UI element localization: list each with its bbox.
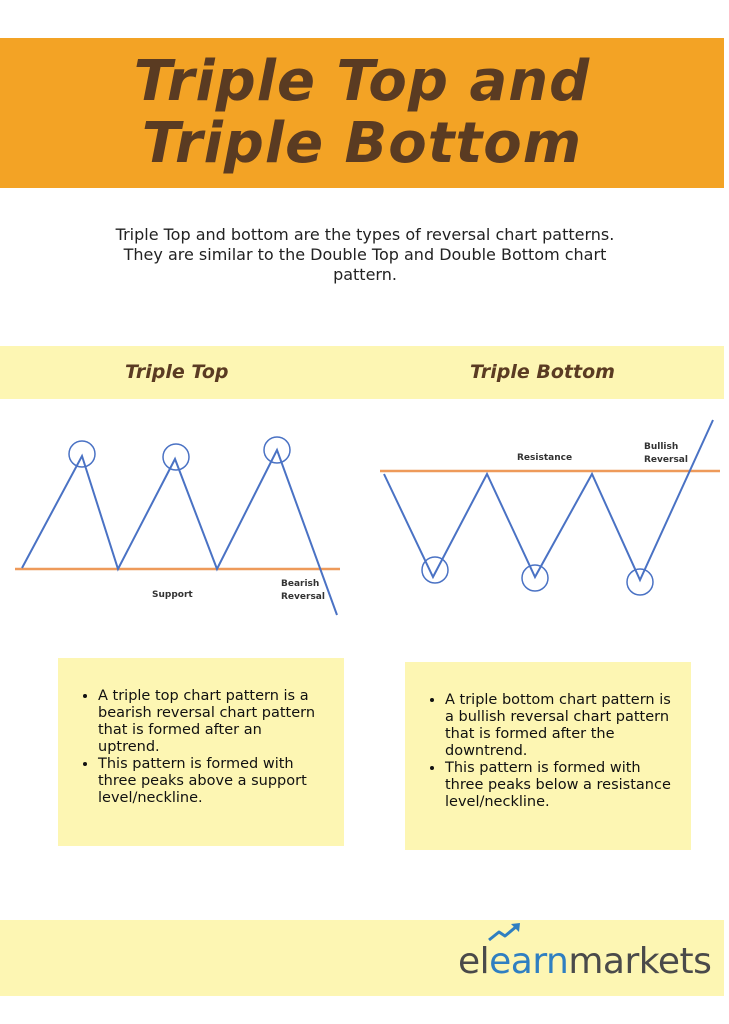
triple-bottom-heading: Triple Bottom — [470, 361, 615, 383]
support-label: Support — [152, 590, 193, 600]
list-item: A triple top chart pattern is a bearish … — [98, 688, 326, 756]
patterns-diagram: Support Bearish Reversal Resistance Bull… — [15, 419, 720, 616]
section-heading-band — [0, 346, 724, 399]
trend-arrow-icon — [488, 923, 520, 942]
list-item: This pattern is formed with three peaks … — [445, 760, 673, 811]
triple-bottom-description: A triple bottom chart pattern is a bulli… — [405, 662, 691, 850]
triple-top-heading: Triple Top — [125, 361, 229, 383]
list-item: A triple bottom chart pattern is a bulli… — [445, 692, 673, 760]
trough-circle-2 — [521, 564, 549, 592]
bearish-reversal-label-line2: Reversal — [281, 592, 325, 602]
bullish-reversal-label-line2: Reversal — [644, 455, 688, 465]
resistance-label: Resistance — [517, 453, 572, 463]
logo-text-el: el — [458, 941, 490, 982]
bullish-reversal-label-line1: Bullish — [644, 442, 678, 452]
logo-text-markets: markets — [568, 941, 712, 982]
triple-bottom-bullet-list: A triple bottom chart pattern is a bulli… — [423, 692, 673, 811]
trough-circle-1 — [421, 556, 449, 584]
trough-circle-3 — [626, 568, 654, 596]
bearish-reversal-label-line1: Bearish — [281, 579, 319, 589]
peak-circle-2 — [162, 443, 190, 471]
triple-bottom-diagram: Resistance Bullish Reversal — [380, 419, 720, 596]
intro-text: Triple Top and bottom are the types of r… — [115, 225, 615, 284]
triple-top-bullet-list: A triple top chart pattern is a bearish … — [76, 688, 326, 807]
logo-text-earn: earn — [489, 941, 569, 982]
footer-band — [0, 920, 724, 996]
peak-circle-3 — [263, 436, 291, 464]
page-title: Triple Top and Triple Bottom — [133, 49, 591, 176]
triple-top-diagram: Support Bearish Reversal — [15, 436, 340, 616]
list-item: This pattern is formed with three peaks … — [98, 756, 326, 807]
triple-top-price-line — [21, 447, 338, 616]
peak-circle-1 — [68, 440, 96, 468]
triple-top-description: A triple top chart pattern is a bearish … — [58, 658, 344, 846]
triple-bottom-price-line — [383, 419, 714, 583]
title-banner: Triple Top and Triple Bottom — [0, 38, 724, 188]
brand-logo: elearnmarkets — [458, 940, 712, 984]
